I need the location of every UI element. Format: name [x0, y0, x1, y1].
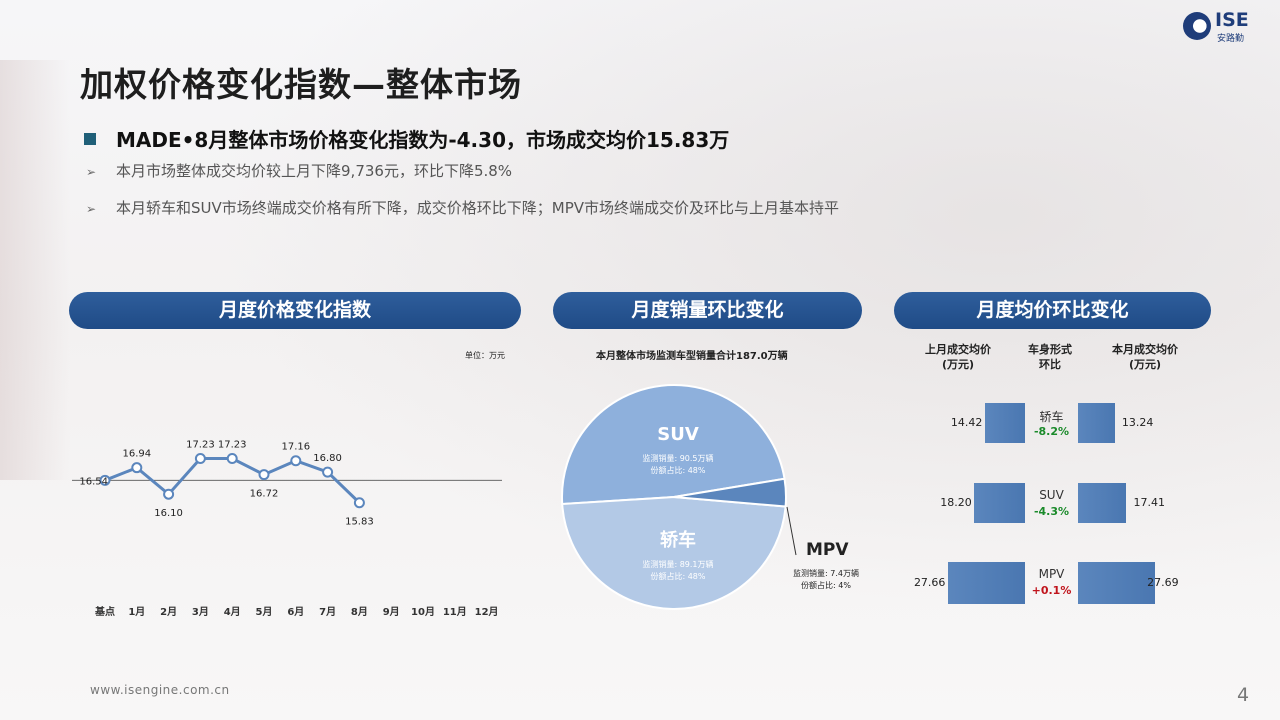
headline: MADE•8月整体市场价格变化指数为-4.30，市场成交均价15.83万 [84, 124, 729, 153]
footer-url: www.isengine.com.cn [90, 683, 230, 697]
pie-slice-suv [561, 384, 786, 506]
index-point-6月 [290, 455, 302, 467]
header-prev-price: 上月成交均价 (万元) [908, 342, 1008, 372]
section-header-price: 月度均价环比变化 [894, 292, 1211, 329]
bar-prev-1 [974, 483, 1025, 523]
index-point-5月 [258, 469, 270, 481]
body-type-label-0: 轿车 [1039, 410, 1064, 424]
background-edge [0, 60, 70, 480]
pie-title: 本月整体市场监测车型销量合计187.0万辆 [596, 351, 788, 362]
header-body-type-text: 车身形式 环比 [1028, 343, 1072, 371]
x-tick-label: 2月 [160, 606, 177, 618]
x-tick-label: 10月 [411, 606, 435, 618]
x-tick-label: 基点 [94, 605, 115, 618]
x-tick-label: 4月 [224, 606, 241, 618]
header-curr-price-text: 本月成交均价 (万元) [1112, 343, 1178, 371]
index-data-label: 16.72 [250, 489, 279, 500]
change-label-2: +0.1% [1031, 584, 1072, 597]
x-tick-label: 11月 [443, 606, 467, 618]
index-data-label: 16.10 [154, 508, 183, 519]
index-data-label: 17.16 [281, 442, 310, 453]
value-curr-1: 17.41 [1133, 496, 1165, 509]
page-number: 4 [1237, 684, 1250, 706]
line-chart: 16.54 16.94 16.10 17.23 17.23 16.72 17.1616.80… [72, 440, 502, 618]
bar-curr-0 [1078, 403, 1115, 443]
x-tick-label: 5月 [256, 606, 273, 618]
logo-subtext: 安路勤 [1217, 34, 1245, 44]
pie-slice-sedan [561, 495, 787, 610]
change-label-0: -8.2% [1033, 425, 1070, 438]
bar-prev-2 [947, 562, 1025, 604]
index-data-label: 15.83 [345, 517, 374, 528]
index-data-label: 16.54 [79, 476, 108, 487]
pie-label-mpv: MPV [806, 540, 849, 560]
index-point-7月 [322, 466, 334, 478]
headline-text: MADE•8月整体市场价格变化指数为-4.30，市场成交均价15.83万 [116, 128, 730, 152]
index-data-label: 16.80 [313, 453, 342, 464]
section-header-sales: 月度销量环比变化 [553, 292, 862, 329]
logo: ISE 安路勤 [1183, 10, 1263, 46]
bar-curr-2 [1078, 562, 1156, 604]
pie-detail-mpv-share: 份额占比: 4% [801, 580, 851, 590]
bullet-1: ➢ 本月市场整体成交均价较上月下降9,736元，环比下降5.8% [86, 160, 512, 181]
pie-detail-suv-sales: 监测销量: 90.5万辆 [642, 453, 713, 463]
index-point-4月 [226, 453, 238, 465]
index-point-3月 [194, 453, 206, 465]
x-tick-label: 12月 [475, 606, 499, 618]
x-tick-label: 1月 [128, 606, 145, 618]
x-tick-label: 9月 [383, 606, 400, 618]
x-tick-label: 8月 [351, 606, 368, 618]
pie-detail-sedan-share: 份额占比: 48% [650, 571, 705, 581]
logo-icon [1183, 12, 1211, 40]
pie-label-suv: SUV [657, 424, 699, 445]
x-tick-label: 3月 [192, 606, 209, 618]
x-tick-label: 7月 [319, 606, 336, 618]
body-type-label-2: MPV [1038, 567, 1065, 581]
value-curr-0: 13.24 [1121, 416, 1154, 429]
value-prev-1: 18.20 [940, 496, 972, 509]
change-label-1: -4.3% [1033, 505, 1070, 518]
logo-text: ISE [1215, 9, 1249, 31]
unit-label: 单位：万元 [465, 351, 505, 360]
bullet-1-text: 本月市场整体成交均价较上月下降9,736元，环比下降5.8% [116, 162, 513, 180]
mpv-leader-line [786, 506, 797, 556]
x-tick-label: 6月 [287, 606, 304, 618]
square-bullet-icon [84, 133, 96, 145]
index-point-1月 [131, 462, 143, 474]
index-data-label: 17.23 [218, 440, 247, 451]
arrow-bullet-icon: ➢ [86, 202, 97, 216]
arrow-bullet-icon: ➢ [86, 165, 97, 179]
index-point-2月 [163, 488, 175, 500]
pie-detail-suv-share: 份额占比: 48% [650, 465, 705, 475]
index-point-8月 [353, 497, 365, 509]
value-prev-0: 14.42 [950, 416, 983, 429]
section-header-index: 月度价格变化指数 [69, 292, 521, 329]
index-data-label: 17.23 [186, 440, 215, 451]
pie-detail-mpv-sales: 监测销量: 7.4万辆 [793, 568, 859, 578]
pie-detail-sedan-sales: 监测销量: 89.1万辆 [642, 559, 713, 569]
header-curr-price: 本月成交均价 (万元) [1095, 342, 1195, 372]
bar-curr-1 [1078, 483, 1127, 523]
pie-label-sedan: 轿车 [660, 529, 696, 551]
value-prev-2: 27.66 [913, 576, 946, 589]
page-title: 加权价格变化指数—整体市场 [80, 65, 522, 104]
bullet-2: ➢ 本月轿车和SUV市场终端成交价格有所下降，成交价格环比下降；MPV市场终端成交… [86, 197, 839, 218]
bullet-2-text: 本月轿车和SUV市场终端成交价格有所下降，成交价格环比下降；MPV市场终端成交价… [116, 199, 840, 217]
header-body-type: 车身形式 环比 [1010, 342, 1090, 372]
header-prev-price-text: 上月成交均价 (万元) [925, 343, 991, 371]
pie-slice-mpv [673, 477, 787, 508]
value-curr-2: 27.69 [1147, 576, 1179, 589]
index-point-基点 [99, 474, 111, 486]
bar-prev-0 [984, 403, 1025, 443]
body-type-label-1: SUV [1039, 488, 1064, 502]
index-data-label: 16.94 [122, 449, 151, 460]
